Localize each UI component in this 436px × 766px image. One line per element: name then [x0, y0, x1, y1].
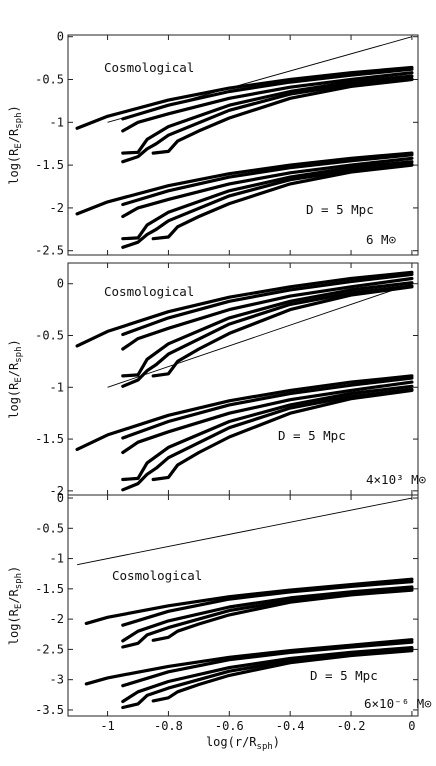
y-tick-label: 0	[57, 491, 64, 505]
series-line-6	[151, 285, 414, 378]
series-line-10	[151, 649, 414, 703]
y-axis-label: log(RE​/Rsph​)	[7, 105, 24, 185]
series-line-2	[121, 580, 414, 627]
series-line-6	[84, 638, 414, 686]
y-tick-label: -2	[50, 201, 64, 215]
series-line-5	[121, 284, 414, 388]
x-tick-label: -0.2	[337, 719, 366, 733]
reference-line	[107, 283, 413, 388]
reference-line	[77, 497, 413, 566]
series-line-12	[151, 163, 414, 241]
series-line-1	[75, 65, 414, 130]
y-tick-label: -1	[50, 552, 64, 566]
annotation-mass: 6×10⁻⁶ M⊙	[364, 696, 432, 711]
x-tick-label: -0.8	[154, 719, 183, 733]
series-line-4	[121, 281, 414, 378]
y-axis-label: log(RE​/Rsph​)	[7, 566, 24, 646]
y-tick-label: -1	[50, 115, 64, 129]
series-line-2	[121, 67, 414, 121]
series-line-11	[121, 387, 414, 492]
series-line-7	[75, 151, 414, 216]
series-line-9	[121, 156, 414, 219]
y-tick-label: -2.5	[35, 642, 64, 656]
y-tick-label: -2.5	[35, 244, 64, 258]
series-line-2	[121, 272, 414, 337]
x-tick-label: -0.6	[215, 719, 244, 733]
annotation-cosmological: Cosmological	[104, 284, 194, 299]
series-line-8	[121, 646, 414, 704]
series-line-10	[121, 384, 414, 482]
series-line-11	[121, 162, 414, 249]
plot-frame	[67, 494, 419, 717]
annotation-cosmological: Cosmological	[112, 568, 202, 583]
series-line-8	[121, 376, 414, 440]
x-axis-label: log(r/Rsph​)	[206, 735, 280, 752]
plot-frame	[67, 34, 419, 256]
series-line-10	[121, 160, 414, 241]
series-line-6	[151, 77, 414, 155]
series-line-4	[121, 74, 414, 155]
chart-panel-2: 0 -0.5 -1 -1.5 -2 Cosmological D = 5 Mpc 4×10³ …	[7, 262, 426, 498]
series-line-12	[151, 388, 414, 482]
chart-panel-1: 0 -0.5 -1 -1.5 -2 -2.5 Cosmological D = 5 Mpc 6 …	[7, 30, 419, 258]
annotation-mass: 6 M⊙	[366, 232, 396, 247]
y-tick-label: -3	[50, 673, 64, 687]
y-tick-label: -0.5	[35, 521, 64, 535]
series-line-1	[75, 270, 414, 348]
x-tick-label: -1	[100, 719, 114, 733]
x-tick-label: -0.4	[276, 719, 305, 733]
annotation-distance: D = 5 Mpc	[306, 202, 374, 217]
y-tick-label: -3.5	[35, 703, 64, 717]
series-line-8	[121, 153, 414, 207]
annotation-mass: 4×10³ M⊙	[366, 472, 426, 487]
chart-panel-3: 0 -0.5 -1 -1.5 -2 -2.5 -3 -3.5 -1 -0.8 -0.6 -0.4 -0.…	[7, 491, 432, 752]
y-tick-label: -1.5	[35, 432, 64, 446]
series-line-7	[121, 640, 414, 688]
series-line-3	[121, 71, 414, 133]
y-tick-label: -1	[50, 380, 64, 394]
y-tick-label: -1.5	[35, 582, 64, 596]
annotation-distance: D = 5 Mpc	[310, 668, 378, 683]
series-line-1	[84, 577, 414, 625]
series-line-7	[75, 374, 414, 451]
y-axis-label: log(RE​/Rsph​)	[7, 339, 24, 419]
series-line-5	[121, 77, 414, 164]
x-tick-label: 0	[408, 719, 415, 733]
annotation-distance: D = 5 Mpc	[278, 428, 346, 443]
y-tick-label: -2	[50, 612, 64, 626]
y-tick-label: 0	[57, 30, 64, 44]
y-tick-label: -0.5	[35, 73, 64, 87]
y-tick-label: -1.5	[35, 158, 64, 172]
y-tick-label: 0	[57, 277, 64, 291]
series-line-5	[151, 588, 414, 642]
y-tick-label: -2	[50, 484, 64, 498]
y-tick-label: -0.5	[35, 329, 64, 343]
series-line-3	[121, 276, 414, 351]
series-line-9	[121, 380, 414, 455]
annotation-cosmological: Cosmological	[104, 60, 194, 75]
series-line-3	[121, 585, 414, 643]
